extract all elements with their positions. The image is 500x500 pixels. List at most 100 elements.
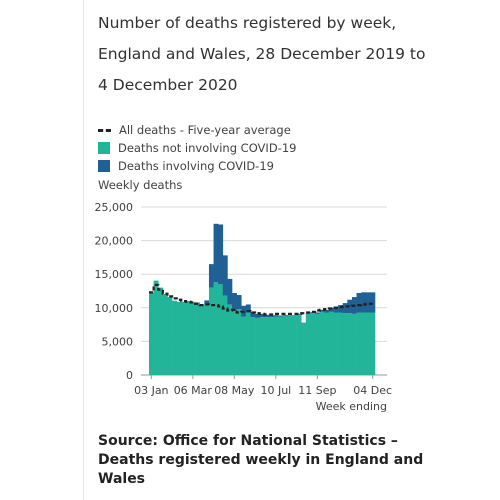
bar-covid xyxy=(338,305,344,313)
bar-not-covid xyxy=(250,317,256,375)
bar-not-covid xyxy=(236,309,242,375)
bar-not-covid xyxy=(361,312,367,375)
bar-covid xyxy=(324,309,330,313)
legend-label-covid: Deaths involving COVID-19 xyxy=(118,159,274,173)
y-tick-label: 0 xyxy=(126,369,133,382)
x-tick-label: 04 Dec xyxy=(353,384,392,397)
legend: All deaths - Five-year average Deaths no… xyxy=(98,121,296,175)
x-tick-labels: 03 Jan 06 Mar 08 May 10 Jul 11 Sep 04 Dec xyxy=(134,375,392,397)
bar-not-covid xyxy=(167,297,173,375)
bar-covid xyxy=(218,224,224,285)
bar-covid xyxy=(301,322,307,324)
bar-covid xyxy=(273,315,279,317)
bar-not-covid xyxy=(319,311,325,375)
bar-not-covid xyxy=(342,313,348,375)
bar-not-covid xyxy=(208,287,214,375)
stacked-bars xyxy=(149,223,376,375)
bar-not-covid xyxy=(199,304,205,375)
bar-covid xyxy=(365,292,371,313)
legend-item-covid: Deaths involving COVID-19 xyxy=(98,157,296,175)
bar-covid xyxy=(268,315,274,318)
bar-covid xyxy=(342,303,348,314)
bar-not-covid xyxy=(282,315,288,375)
bar-not-covid xyxy=(315,313,320,375)
bar-covid xyxy=(208,264,214,288)
x-tick-label: 10 Jul xyxy=(260,384,291,397)
legend-label-average: All deaths - Five-year average xyxy=(119,123,291,137)
legend-item-not-covid: Deaths not involving COVID-19 xyxy=(98,139,296,157)
bar-not-covid xyxy=(370,312,376,375)
y-tick-label: 15,000 xyxy=(95,268,134,281)
bar-covid xyxy=(347,299,353,314)
bar-not-covid xyxy=(222,295,228,375)
legend-swatch-not-covid xyxy=(98,142,110,154)
bar-covid xyxy=(264,314,270,318)
left-page-rule xyxy=(83,0,84,500)
bar-covid xyxy=(315,312,320,314)
bar-covid xyxy=(245,304,251,313)
bar-covid xyxy=(319,309,325,312)
bar-not-covid xyxy=(273,316,279,375)
bar-covid xyxy=(250,311,256,318)
x-axis-label: Week ending xyxy=(316,400,387,413)
bar-not-covid xyxy=(268,317,274,375)
bar-not-covid xyxy=(172,300,177,375)
bar-not-covid xyxy=(218,284,224,375)
bar-not-covid xyxy=(259,317,265,375)
bar-not-covid xyxy=(347,313,353,375)
y-tick-label: 5,000 xyxy=(102,335,134,348)
bar-covid xyxy=(361,292,367,313)
y-tick-labels: 0 5,000 10,000 15,000 20,000 25,000 xyxy=(95,201,134,382)
bar-covid xyxy=(236,295,242,310)
bar-not-covid xyxy=(356,312,362,375)
bar-not-covid xyxy=(195,302,201,375)
bar-covid xyxy=(259,313,265,318)
legend-swatch-covid xyxy=(98,160,110,172)
bar-covid xyxy=(213,223,219,283)
bar-not-covid xyxy=(153,280,159,375)
x-tick-label: 06 Mar xyxy=(174,384,213,397)
bar-not-covid xyxy=(255,317,260,375)
bar-not-covid xyxy=(241,316,247,375)
bar-not-covid xyxy=(213,282,219,375)
bar-not-covid xyxy=(338,312,344,375)
bar-not-covid xyxy=(190,301,196,375)
chart-title: Number of deaths registered by week, Eng… xyxy=(98,14,426,94)
bar-not-covid xyxy=(310,313,316,375)
bar-not-covid xyxy=(278,316,284,375)
weekly-deaths-chart: 0 5,000 10,000 15,000 20,000 25,000 03 Jan 06 … xyxy=(95,201,393,413)
bar-covid xyxy=(278,315,284,317)
y-tick-label: 25,000 xyxy=(95,201,134,214)
bar-not-covid xyxy=(365,312,371,375)
bar-not-covid xyxy=(181,301,187,375)
source-note: Source: Office for National Statistics –… xyxy=(98,433,424,487)
bar-not-covid xyxy=(264,317,270,375)
bar-covid xyxy=(204,300,210,304)
y-tick-label: 10,000 xyxy=(95,302,134,315)
bar-not-covid xyxy=(333,312,339,375)
bar-not-covid xyxy=(227,304,233,375)
bar-covid xyxy=(287,315,293,316)
bar-not-covid xyxy=(185,301,191,375)
bar-covid xyxy=(222,255,228,296)
bar-not-covid xyxy=(204,303,210,375)
average-line xyxy=(149,283,375,316)
five-year-average-line xyxy=(149,283,375,316)
legend-item-average: All deaths - Five-year average xyxy=(98,121,296,139)
bar-not-covid xyxy=(162,294,168,375)
bar-covid xyxy=(296,313,302,315)
bar-not-covid xyxy=(232,311,237,375)
x-tick-label: 11 Sep xyxy=(298,384,336,397)
bar-not-covid xyxy=(328,311,334,375)
bar-covid xyxy=(333,306,339,313)
bar-covid xyxy=(291,315,297,316)
legend-dash-average xyxy=(98,128,111,132)
bar-covid xyxy=(227,278,233,305)
bar-not-covid xyxy=(305,313,311,375)
bar-not-covid xyxy=(176,301,182,375)
legend-label-not-covid: Deaths not involving COVID-19 xyxy=(118,141,297,155)
bar-not-covid xyxy=(301,323,307,375)
bar-covid xyxy=(356,293,362,313)
bar-not-covid xyxy=(287,315,293,375)
bar-not-covid xyxy=(158,287,164,375)
